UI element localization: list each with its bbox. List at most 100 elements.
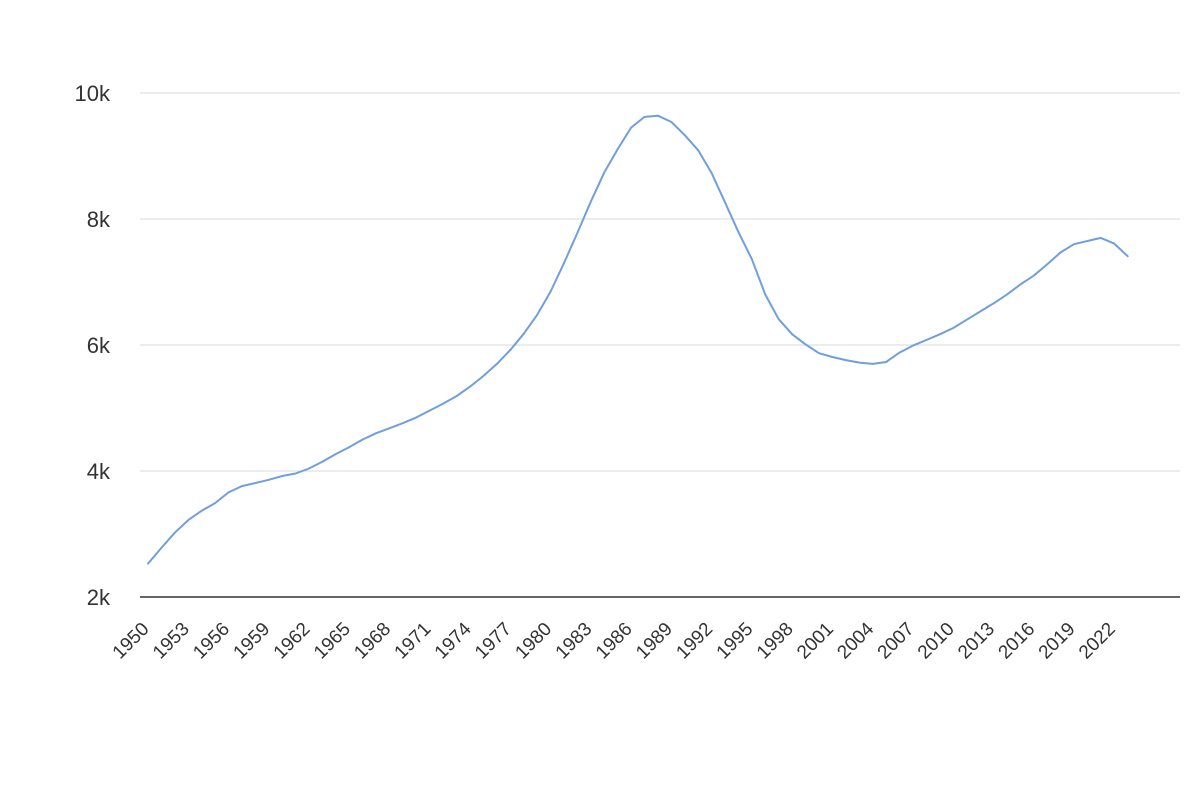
data-point	[643, 116, 646, 118]
data-point	[898, 351, 901, 354]
data-point	[952, 327, 954, 329]
x-tick-label: 2019	[1035, 619, 1080, 664]
data-point	[321, 460, 324, 463]
x-tick-label: 1995	[713, 619, 758, 664]
data-point	[965, 319, 968, 321]
data-point	[482, 375, 485, 377]
data-point	[724, 201, 726, 204]
data-point	[563, 262, 565, 264]
data-point	[388, 427, 391, 429]
data-point	[777, 318, 780, 320]
data-point	[670, 121, 673, 123]
x-tick-label: 1980	[511, 619, 556, 664]
data-point	[925, 339, 928, 341]
data-point	[509, 349, 512, 351]
data-point	[254, 482, 257, 484]
y-tick-label: 2k	[87, 585, 111, 610]
x-tick-label: 1962	[270, 619, 315, 664]
data-point	[737, 231, 740, 234]
data-point	[1019, 283, 1022, 286]
data-point	[804, 343, 807, 346]
y-tick-label: 4k	[87, 459, 111, 484]
data-point	[294, 472, 297, 475]
x-tick-label: 2010	[914, 619, 959, 664]
data-point	[616, 148, 619, 150]
data-point	[603, 171, 606, 174]
data-point	[1046, 263, 1048, 266]
data-point	[684, 134, 686, 137]
x-tick-label: 2022	[1075, 619, 1120, 664]
x-tick-label: 2007	[874, 619, 919, 664]
x-tick-label: 1971	[391, 619, 436, 664]
data-point	[375, 432, 377, 435]
data-point	[402, 422, 404, 424]
data-point	[536, 313, 538, 316]
x-tick-label: 2013	[954, 619, 999, 664]
x-tick-label: 1986	[592, 619, 637, 664]
data-point	[791, 333, 793, 336]
data-point	[938, 333, 941, 336]
data-point	[522, 332, 525, 335]
data-point	[576, 232, 579, 234]
data-point	[845, 359, 847, 361]
data-point	[764, 293, 767, 296]
data-point	[885, 361, 887, 363]
x-tick-label: 1974	[431, 618, 476, 663]
x-tick-label: 1992	[672, 619, 717, 664]
data-point	[871, 363, 874, 365]
data-point	[979, 310, 981, 313]
data-point	[818, 352, 820, 354]
x-tick-label: 1953	[149, 619, 194, 664]
data-point	[496, 363, 498, 365]
x-tick-label: 1983	[552, 619, 597, 664]
data-point	[429, 409, 431, 412]
data-point	[657, 114, 659, 117]
data-point	[469, 385, 471, 388]
series-layer	[147, 114, 1129, 565]
data-point	[174, 531, 176, 534]
x-tick-label: 1977	[471, 619, 516, 664]
data-point	[1073, 243, 1075, 245]
data-point	[831, 356, 834, 358]
y-tick-label: 6k	[87, 333, 111, 358]
data-point	[1113, 242, 1116, 245]
data-point	[241, 485, 243, 487]
data-point	[281, 475, 284, 477]
data-point	[1032, 274, 1035, 277]
y-tick-label: 8k	[87, 207, 111, 232]
y-axis-ticks: 2k 4k 6k 8k 10k	[75, 81, 111, 610]
data-point	[227, 491, 230, 494]
data-point	[1100, 237, 1102, 239]
data-point	[630, 126, 632, 129]
data-point	[214, 502, 216, 504]
x-tick-label: 2016	[995, 619, 1040, 664]
data-point	[590, 200, 592, 203]
x-tick-label: 1956	[189, 619, 234, 664]
x-tick-label: 2004	[833, 618, 878, 663]
x-tick-label: 1998	[753, 619, 798, 664]
data-point	[415, 416, 418, 419]
x-tick-label: 2001	[793, 619, 838, 664]
data-point	[697, 149, 700, 152]
gridlines	[140, 92, 1180, 472]
x-tick-label: 1959	[230, 619, 275, 664]
data-point	[549, 290, 552, 293]
data-point	[361, 438, 364, 441]
x-tick-label: 1950	[109, 619, 154, 664]
x-tick-label: 1989	[632, 619, 677, 664]
y-tick-label: 10k	[75, 81, 111, 106]
data-point	[1059, 251, 1062, 254]
data-point	[710, 172, 713, 174]
data-point	[455, 395, 458, 397]
data-point	[348, 446, 351, 448]
data-point	[858, 361, 861, 364]
series-line	[147, 114, 1129, 565]
x-tick-label: 1968	[350, 619, 395, 664]
data-point	[1006, 293, 1008, 296]
data-point	[992, 302, 995, 305]
data-point	[1086, 240, 1089, 242]
data-point	[267, 479, 270, 481]
data-point	[1126, 255, 1129, 257]
